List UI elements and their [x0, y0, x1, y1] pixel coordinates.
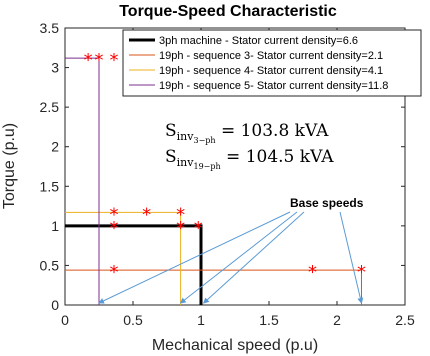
- data-marker: *: [308, 262, 317, 283]
- chart-title: Torque-Speed Characteristic: [119, 3, 337, 20]
- x-tick-label: 1.5: [259, 312, 279, 328]
- y-axis-label: Torque (p.u): [1, 123, 18, 209]
- y-tick-label: 2.5: [40, 99, 60, 115]
- x-tick-label: 0.5: [123, 312, 143, 328]
- y-tick-label: 0: [51, 297, 59, 313]
- data-marker: *: [142, 204, 151, 225]
- data-marker: *: [194, 218, 203, 239]
- annotation-arrow: [179, 211, 298, 304]
- y-tick-label: 3: [51, 60, 59, 76]
- data-marker: *: [357, 262, 366, 283]
- data-marker: *: [109, 218, 118, 239]
- equation-1: Sinv3−ph = 103.8 kVA: [165, 121, 329, 145]
- legend-entry: 19ph - sequence 3- Stator current densit…: [159, 50, 383, 62]
- x-axis-ticks: 0 0.5 1 1.5 2 2.5: [61, 28, 415, 328]
- legend-entry: 19ph - sequence 4- Stator current densit…: [159, 65, 383, 77]
- legend: 3ph machine - Stator current density=6.6…: [122, 29, 422, 97]
- y-tick-label: 3.5: [40, 20, 60, 36]
- annotation-arrow: [202, 211, 305, 304]
- annotation-arrows: [98, 211, 364, 304]
- series-layer: [65, 57, 362, 305]
- data-marker: *: [109, 262, 118, 283]
- data-marker: *: [84, 50, 93, 71]
- svg-text:Sinv3−ph = 103.8 kVA: Sinv3−ph = 103.8 kVA: [165, 121, 329, 145]
- x-tick-label: 1: [197, 312, 205, 328]
- series-line-3: [65, 211, 182, 305]
- y-tick-label: 2: [51, 139, 59, 155]
- series-line-2: [65, 269, 362, 305]
- base-speeds-annotation: Base speeds: [290, 196, 364, 210]
- data-marker: *: [95, 50, 104, 71]
- x-axis-label: Mechanical speed (p.u): [152, 337, 318, 354]
- series-line-1: [65, 224, 203, 305]
- marker-layer: * * ** * ** * ** * *: [84, 50, 366, 283]
- series-line-4: [65, 57, 100, 305]
- y-axis-ticks: 0 0.5 1 1.5 2 2.5 3 3.5: [40, 20, 405, 313]
- y-tick-label: 0.5: [40, 257, 60, 273]
- annotation-arrow: [98, 211, 291, 304]
- data-marker: *: [109, 204, 118, 225]
- data-marker: *: [176, 218, 185, 239]
- legend-box: [122, 29, 422, 97]
- annotation-arrow: [339, 211, 364, 304]
- x-tick-label: 2: [333, 312, 341, 328]
- svg-text:Sinv19−ph = 104.5 kVA: Sinv19−ph = 104.5 kVA: [165, 147, 334, 171]
- data-marker: *: [109, 50, 118, 71]
- x-tick-label: 0: [61, 312, 69, 328]
- data-marker: *: [176, 204, 185, 225]
- x-tick-label: 2.5: [395, 312, 415, 328]
- y-tick-label: 1.5: [40, 178, 60, 194]
- legend-entry: 3ph machine - Stator current density=6.6: [159, 35, 358, 47]
- equation-2: Sinv19−ph = 104.5 kVA: [165, 147, 334, 171]
- y-tick-label: 1: [51, 218, 59, 234]
- legend-entry: 19ph - sequence 5- Stator current densit…: [159, 80, 388, 92]
